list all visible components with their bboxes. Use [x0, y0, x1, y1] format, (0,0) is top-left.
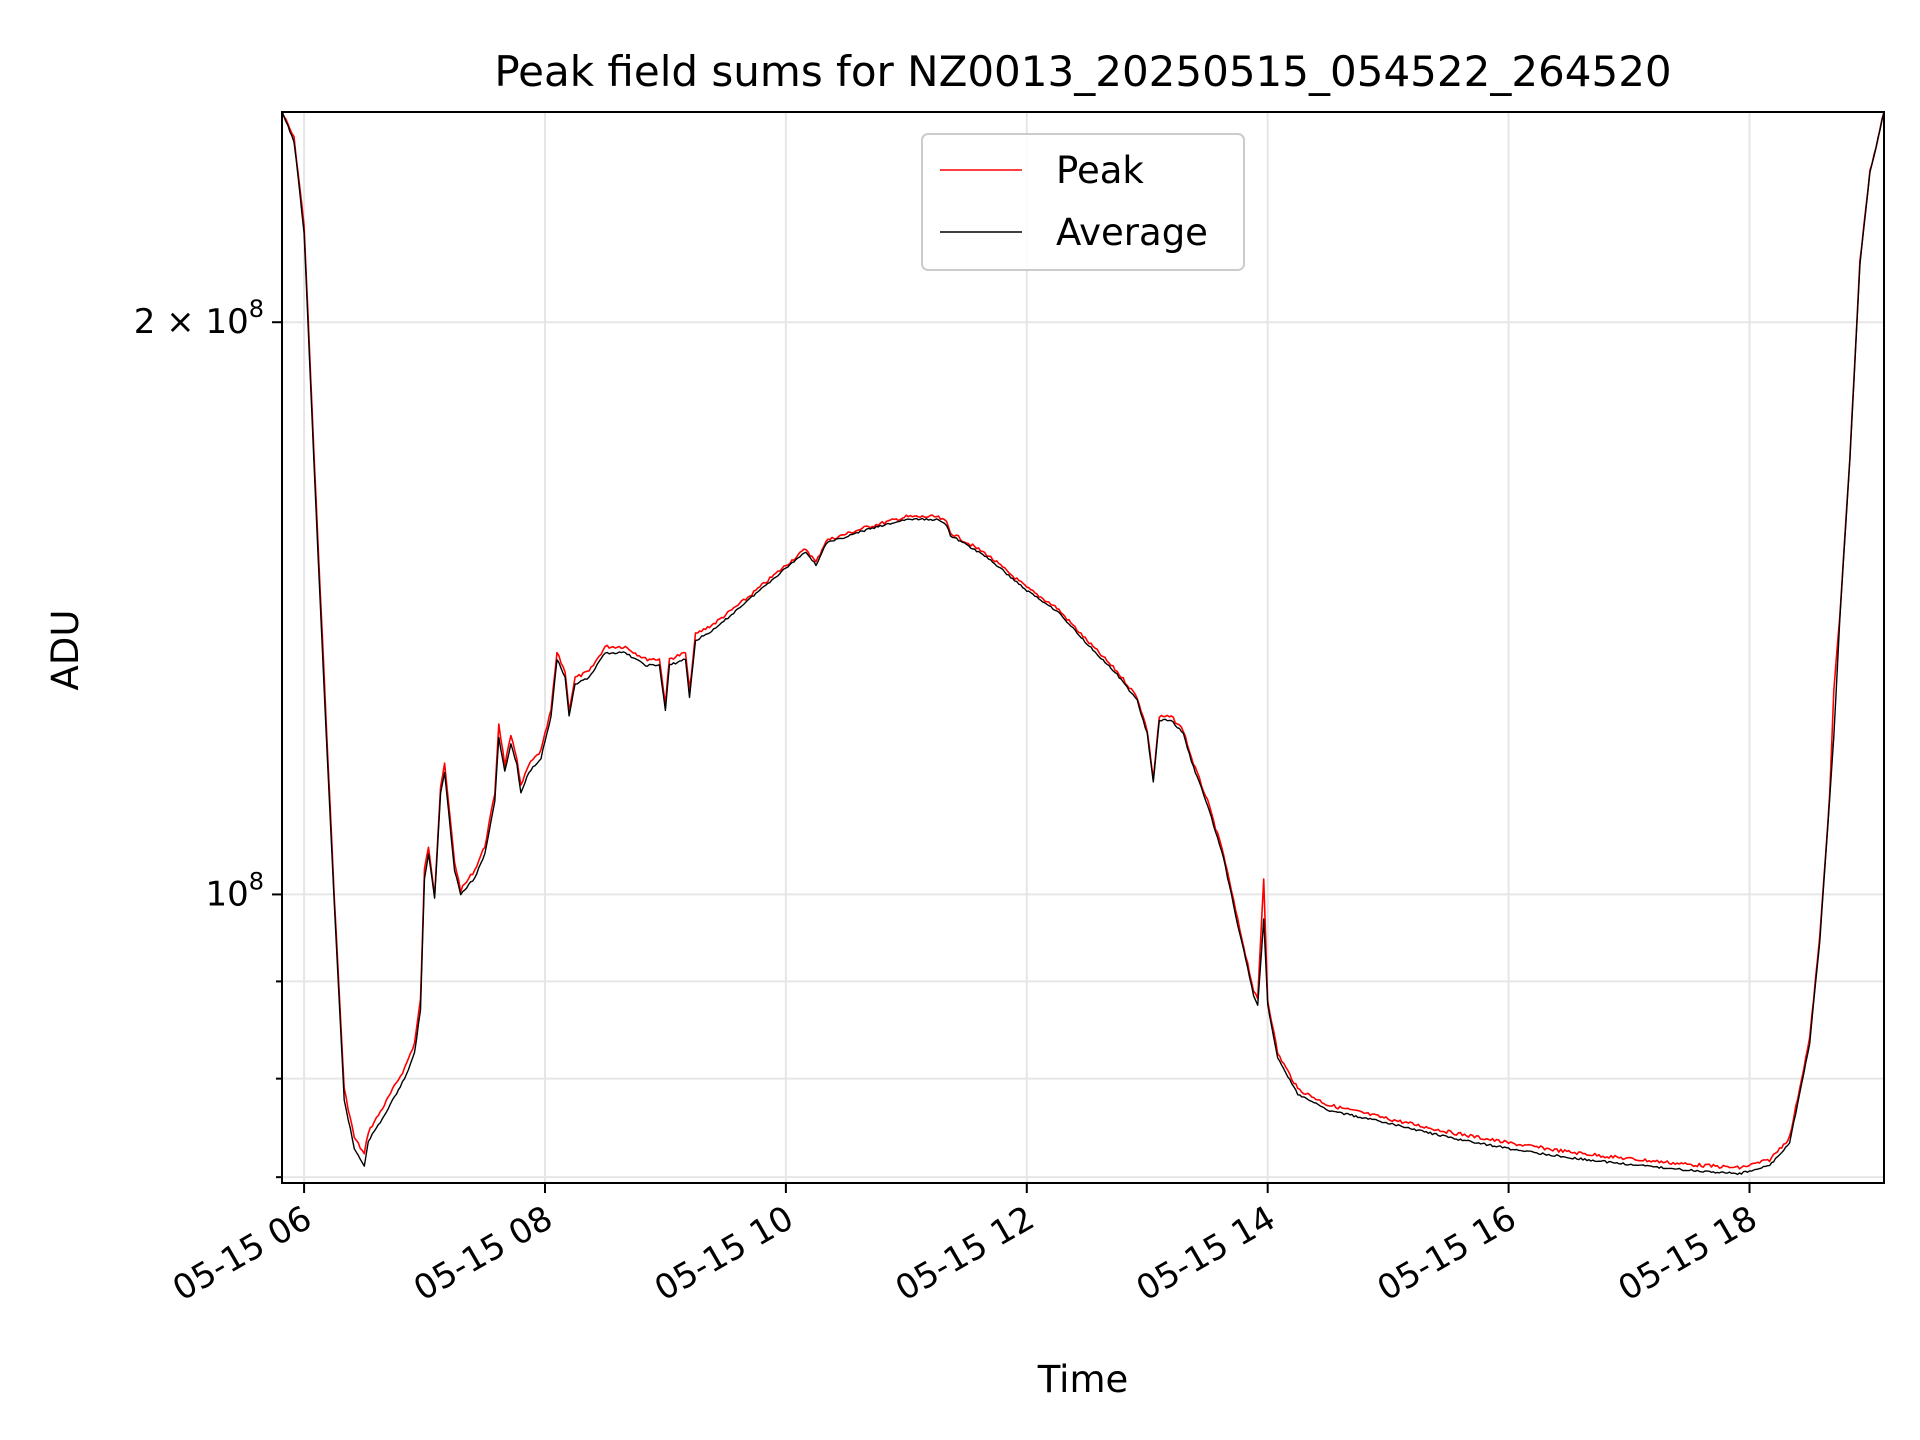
legend-label-average: Average [1056, 211, 1208, 254]
y-tick-label-exponent: 8 [249, 295, 264, 323]
legend: Peak Average [921, 133, 1245, 271]
grid-lines [282, 112, 1884, 1183]
y-axis-label: ADU [44, 610, 87, 691]
plot-frame [281, 111, 1885, 1184]
series-line-peak [282, 112, 1884, 1170]
y-tick-label: 2 × 108 [134, 295, 264, 342]
chart-title: Peak field sums for NZ0013_20250515_0545… [494, 47, 1671, 96]
x-axis-label: Time [1037, 1358, 1129, 1401]
legend-label-peak: Peak [1056, 149, 1144, 192]
y-tick-label-base: 10 [205, 874, 248, 914]
series-layer [282, 112, 1884, 1176]
legend-box [921, 133, 1245, 271]
y-tick-label-exponent: 8 [249, 867, 264, 895]
y-tick-label-base: 2 × 10 [134, 302, 249, 342]
series-line-average [282, 112, 1884, 1176]
y-tick-label: 108 [205, 867, 264, 914]
